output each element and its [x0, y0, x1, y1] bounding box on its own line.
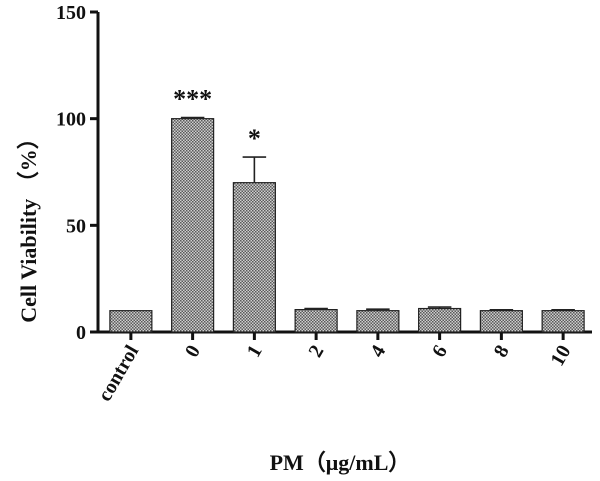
y-tick-label: 50: [66, 215, 86, 237]
bar-10: [541, 310, 585, 333]
x-axis-label: PM（μg/mL）: [270, 450, 411, 475]
bar-8: [479, 310, 523, 333]
y-axis-label: Cell Viability （%）: [16, 127, 41, 323]
bar-2: [294, 309, 338, 333]
x-tick-label: 2: [304, 342, 328, 362]
x-axis: control 0 1 2 4 6 8 10: [94, 330, 592, 405]
bar-1: [232, 182, 276, 333]
bar-0: [171, 118, 215, 333]
x-tick-label: 0: [181, 342, 205, 362]
y-tick-label: 100: [56, 109, 86, 131]
x-tick-label: 6: [428, 342, 452, 362]
y-tick-label: 0: [76, 322, 86, 344]
x-tick-label: 4: [366, 342, 390, 362]
bars-group: ****: [109, 85, 585, 333]
y-axis: 0 50 100 150: [56, 2, 100, 344]
x-tick-label: 8: [490, 342, 514, 362]
x-tick-label: 1: [243, 342, 267, 362]
significance-label: *: [248, 124, 261, 153]
bar-control: [109, 310, 153, 333]
x-tick-label: control: [94, 341, 144, 405]
x-tick-label: 10: [546, 342, 575, 370]
bar-4: [356, 310, 400, 333]
significance-label: ***: [173, 85, 212, 114]
bar-6: [418, 307, 462, 333]
y-tick-label: 150: [56, 2, 86, 24]
